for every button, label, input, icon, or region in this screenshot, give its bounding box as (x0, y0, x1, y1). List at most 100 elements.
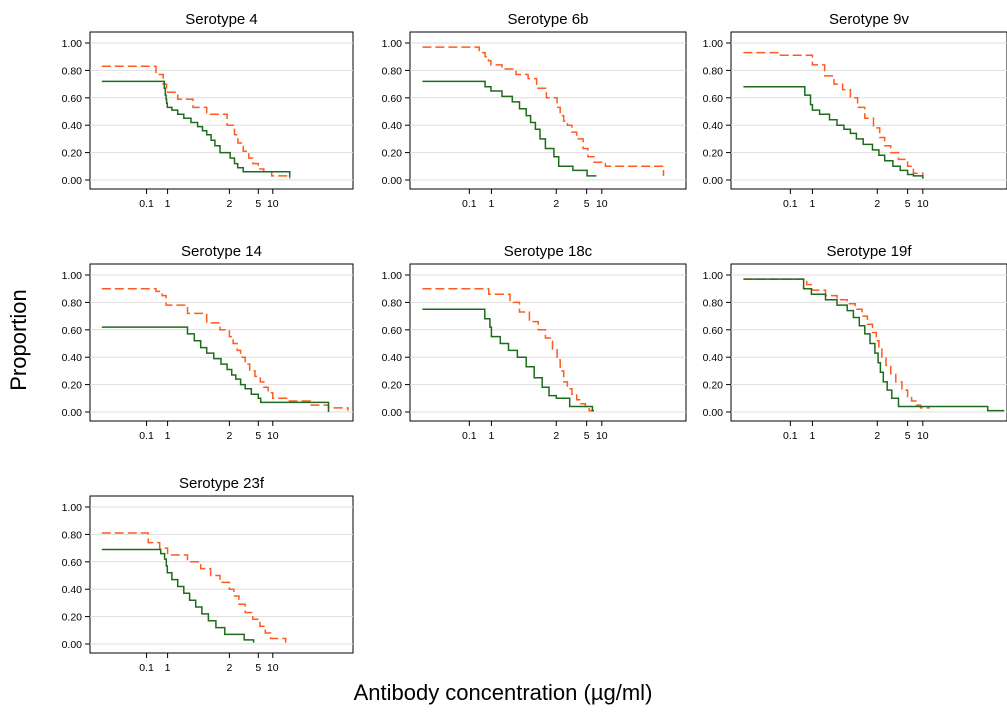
x-tick-label: 5 (905, 198, 911, 210)
x-tick-label: 10 (267, 198, 279, 210)
x-tick-label: 0.1 (783, 430, 798, 442)
y-tick-label: 0.40 (703, 352, 724, 364)
series-line-dashed (101, 65, 291, 179)
x-tick-label: 2 (874, 430, 880, 442)
panel-title: Serotype 4 (185, 11, 258, 28)
plot-frame (730, 31, 1007, 190)
y-tick-label: 0.80 (62, 529, 83, 541)
y-tick-label: 0.40 (382, 352, 403, 364)
series-line-dashed (422, 46, 665, 176)
x-tick-label: 5 (905, 430, 911, 442)
y-tick-label: 0.40 (62, 120, 83, 132)
y-tick-label: 0.00 (703, 407, 724, 419)
x-tick-label: 1 (165, 198, 171, 210)
y-tick-label: 0.00 (382, 407, 403, 419)
x-tick-label: 1 (809, 198, 815, 210)
series-line-solid (743, 278, 1005, 412)
y-tick-label: 1.00 (62, 270, 83, 282)
series-line-solid (101, 548, 255, 643)
y-tick-label: 0.80 (703, 297, 724, 309)
series-line-dashed (101, 287, 349, 411)
x-tick-label: 10 (267, 430, 279, 442)
y-axis-title: Proportion (6, 289, 31, 391)
x-tick-label: 2 (553, 198, 559, 210)
series-line-solid (743, 86, 924, 179)
x-tick-label: 5 (255, 662, 261, 674)
x-tick-label: 5 (255, 430, 261, 442)
y-tick-label: 0.20 (703, 380, 724, 392)
series-line-dashed (743, 51, 924, 179)
panel-title: Serotype 14 (181, 243, 262, 260)
x-tick-label: 10 (917, 198, 929, 210)
plot-frame (409, 263, 687, 422)
y-tick-label: 0.20 (62, 612, 83, 624)
x-tick-label: 0.1 (139, 198, 154, 210)
x-tick-label: 10 (596, 430, 608, 442)
x-tick-label: 2 (226, 430, 232, 442)
x-axis-title: Antibody concentration (µg/ml) (354, 680, 653, 705)
series-line-solid (101, 326, 330, 412)
x-tick-label: 5 (584, 430, 590, 442)
x-tick-label: 10 (596, 198, 608, 210)
y-tick-label: 0.80 (62, 65, 83, 77)
y-tick-label: 0.60 (703, 325, 724, 337)
plot-frame (409, 31, 687, 190)
y-tick-label: 0.80 (382, 297, 403, 309)
y-tick-label: 0.00 (703, 175, 724, 187)
y-tick-label: 0.40 (382, 120, 403, 132)
y-tick-label: 0.40 (703, 120, 724, 132)
series-line-dashed (743, 278, 930, 409)
x-tick-label: 1 (165, 430, 171, 442)
chart-panel-7: Serotype 23f 0.00 0.20 0.40 0.60 0.80 1.00 0.1 1… (62, 475, 354, 674)
y-tick-label: 1.00 (382, 270, 403, 282)
chart-panel-4: Serotype 14 0.00 0.20 0.40 0.60 0.80 1.00 0.1 1 2… (62, 243, 354, 442)
y-tick-label: 0.60 (382, 93, 403, 105)
y-tick-label: 1.00 (62, 38, 83, 50)
y-tick-label: 0.40 (62, 352, 83, 364)
y-tick-label: 0.20 (62, 148, 83, 160)
plot-frame (730, 263, 1007, 422)
y-tick-label: 0.80 (703, 65, 724, 77)
y-tick-label: 0.80 (382, 65, 403, 77)
y-tick-label: 0.60 (62, 325, 83, 337)
plot-frame (89, 31, 354, 190)
series-line-dashed (101, 532, 287, 643)
x-tick-label: 2 (226, 662, 232, 674)
x-tick-label: 0.1 (139, 430, 154, 442)
chart-panel-6: Serotype 19f 0.00 0.20 0.40 0.60 0.80 1.00 0.1 1… (703, 243, 1007, 442)
y-tick-label: 0.20 (382, 148, 403, 160)
x-tick-label: 1 (165, 662, 171, 674)
x-tick-label: 1 (488, 430, 494, 442)
x-tick-label: 5 (255, 198, 261, 210)
y-tick-label: 0.00 (382, 175, 403, 187)
chart-panel-2: Serotype 6b 0.00 0.20 0.40 0.60 0.80 1.00 0.1 1 2… (382, 11, 687, 210)
series-line-solid (422, 308, 594, 412)
x-tick-label: 2 (553, 430, 559, 442)
chart-panel-5: Serotype 18c 0.00 0.20 0.40 0.60 0.80 1.00 0.1 1… (382, 243, 687, 442)
x-tick-label: 10 (917, 430, 929, 442)
y-tick-label: 0.00 (62, 639, 83, 651)
panel-title: Serotype 23f (179, 475, 265, 492)
x-tick-label: 0.1 (462, 198, 477, 210)
y-tick-label: 0.60 (62, 557, 83, 569)
y-tick-label: 0.60 (62, 93, 83, 105)
y-tick-label: 0.60 (382, 325, 403, 337)
x-tick-label: 5 (584, 198, 590, 210)
y-tick-label: 1.00 (62, 502, 83, 514)
x-tick-label: 10 (267, 662, 279, 674)
y-tick-label: 0.20 (62, 380, 83, 392)
y-tick-label: 1.00 (382, 38, 403, 50)
x-tick-label: 0.1 (783, 198, 798, 210)
plot-frame (89, 495, 354, 654)
chart-panel-3: Serotype 9v 0.00 0.20 0.40 0.60 0.80 1.00 0.1 1 2… (703, 11, 1007, 210)
panel-title: Serotype 19f (826, 243, 912, 260)
y-tick-label: 1.00 (703, 270, 724, 282)
y-tick-label: 0.20 (703, 148, 724, 160)
panel-title: Serotype 6b (508, 11, 589, 28)
y-tick-label: 1.00 (703, 38, 724, 50)
y-tick-label: 0.00 (62, 175, 83, 187)
panel-title: Serotype 9v (829, 11, 910, 28)
plot-frame (89, 263, 354, 422)
x-tick-label: 0.1 (139, 662, 154, 674)
